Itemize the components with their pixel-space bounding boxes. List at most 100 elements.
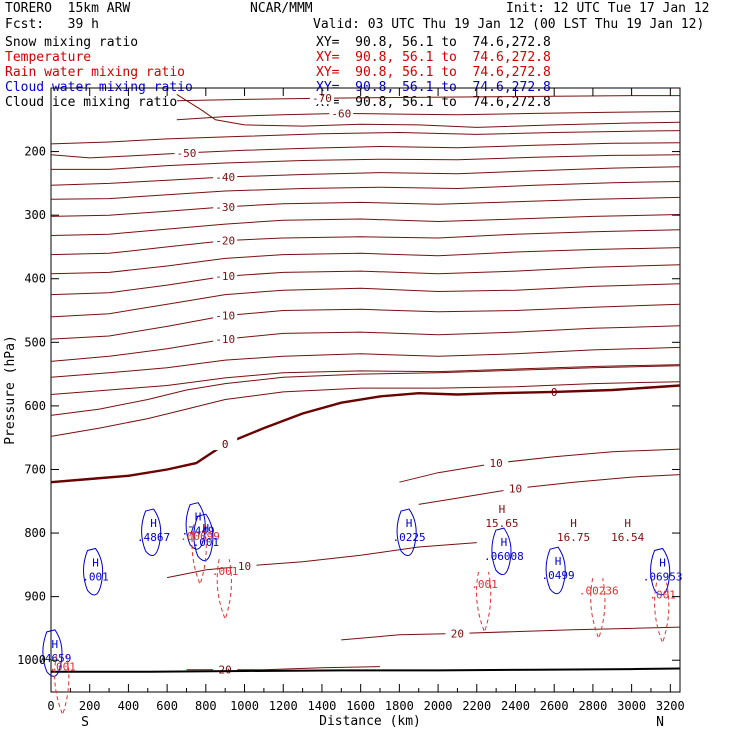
x-tick-label: 600 <box>156 699 178 713</box>
x-tick-label: 1800 <box>385 699 414 713</box>
temperature-max-label: 15.65 <box>485 517 518 530</box>
contour-label-bg <box>213 170 238 184</box>
contour-label-bg <box>213 233 238 247</box>
x-tick-label: 1400 <box>308 699 337 713</box>
x-tick-label: 800 <box>195 699 217 713</box>
rain-max-label: .001 <box>649 589 676 602</box>
contour-label: -20 <box>215 235 235 248</box>
temperature-contour <box>50 247 681 275</box>
y-tick-label: 500 <box>24 335 46 349</box>
rain-contour <box>191 524 207 586</box>
center-label: NCAR/MMM <box>250 1 313 16</box>
cloud-water-contour <box>193 513 214 562</box>
contour-label: -10 <box>215 310 235 323</box>
contour-label-bg <box>503 481 528 495</box>
field-snow-label: Snow mixing ratio <box>5 35 139 50</box>
temperature-contour <box>50 214 681 236</box>
rain-contour <box>54 654 70 717</box>
rain-max-label: .00699 <box>180 530 220 543</box>
contour-label-bg <box>484 456 509 470</box>
temperature-contour <box>399 448 681 483</box>
temperature-contour <box>50 303 681 340</box>
x-tick-label: 2800 <box>578 699 607 713</box>
temperature-contour <box>50 381 681 437</box>
init-label: Init: 12 UTC Tue 17 Jan 12 <box>506 1 710 16</box>
x-tick-label: 400 <box>118 699 140 713</box>
temperature-contour <box>50 364 681 395</box>
field-snow-xy: XY= 90.8, 56.1 to 74.6,272.8 <box>316 35 551 50</box>
contour-layer: -70-60-50-40-30-20-10-10-10101010202000H… <box>38 91 682 717</box>
model-label: TORERO 15km ARW <box>5 1 131 16</box>
y-tick-label: 1000 <box>17 653 46 667</box>
x-tick-label: 2000 <box>424 699 453 713</box>
x-tick-label: 200 <box>79 699 101 713</box>
cloud-water-high-marker: H <box>406 517 413 530</box>
y-tick-label: 200 <box>24 145 46 159</box>
cloud-water-high-marker: H <box>203 522 210 535</box>
temperature-contour <box>50 346 681 378</box>
x-tick-label: 2200 <box>462 699 491 713</box>
temperature-contour <box>176 95 680 102</box>
cloud-water-high-marker: H <box>150 517 157 530</box>
contour-label: 10 <box>490 457 503 470</box>
temperature-contour <box>50 365 681 416</box>
x-tick-label: 1600 <box>346 699 375 713</box>
cloud-water-high-marker: H <box>555 555 562 568</box>
cloud-water-max-label: .0499 <box>542 569 575 582</box>
temperature-max-label: 16.54 <box>611 531 644 544</box>
temperature-contour <box>50 142 681 159</box>
field-rain-label: Rain water mixing ratio <box>5 65 186 80</box>
cloud-water-high-marker: H <box>659 556 666 569</box>
temperature-high-marker: H <box>570 517 577 530</box>
contour-label-bg <box>232 559 257 573</box>
cloud-water-max-label: .4659 <box>38 652 71 665</box>
temperature-high-marker: H <box>499 503 506 516</box>
cloud-water-contour <box>491 527 512 576</box>
temperature-contour <box>341 626 681 641</box>
contour-label: -30 <box>215 201 235 214</box>
y-tick-label: 700 <box>24 462 46 476</box>
contour-label-bg <box>213 308 238 322</box>
contour-label-bg <box>174 145 199 159</box>
contour-label: -40 <box>215 171 235 184</box>
rain-max-label: .001 <box>471 578 498 591</box>
temperature-contour <box>176 111 681 121</box>
temperature-contour <box>186 666 381 671</box>
x-tick-label: 2600 <box>540 699 569 713</box>
contour-label: 20 <box>451 628 464 641</box>
contour-label: -50 <box>177 147 197 160</box>
temperature-contour <box>50 196 681 217</box>
contour-label: 0 <box>551 386 558 399</box>
rain-max-label: .001 <box>49 661 76 674</box>
y-tick-label: 400 <box>24 272 46 286</box>
south-end-label: S <box>81 715 89 730</box>
temperature-contour <box>50 181 681 200</box>
cloud-water-contour <box>83 547 104 596</box>
y-tick-label: 600 <box>24 399 46 413</box>
rain-contour <box>216 559 232 621</box>
contour-label: -10 <box>215 333 235 346</box>
contour-label-bg <box>213 269 238 283</box>
contour-label: 10 <box>238 560 251 573</box>
temperature-contour <box>50 283 681 318</box>
cloud-water-max-label: .7449 <box>182 525 215 538</box>
temperature-contour <box>167 542 477 579</box>
cloud-water-contour <box>650 547 671 596</box>
plot-frame <box>50 87 681 693</box>
surface-line <box>51 667 681 673</box>
cloud-water-max-label: .06008 <box>484 550 524 563</box>
contour-label: -10 <box>215 270 235 283</box>
field-cloud-ice-label: Cloud ice mixing ratio <box>5 95 178 110</box>
contour-label-bg <box>213 662 238 676</box>
x-tick-label: 3200 <box>656 699 685 713</box>
cloud-water-contour <box>42 629 63 677</box>
field-rain-xy: XY= 90.8, 56.1 to 74.6,272.8 <box>316 65 551 80</box>
x-tick-label: 3000 <box>617 699 646 713</box>
cloud-water-max-label: .001 <box>82 570 109 583</box>
x-tick-label: 0 <box>47 699 54 713</box>
zero-isotherm <box>50 384 681 484</box>
north-end-label: N <box>656 715 664 730</box>
contour-label: 10 <box>509 483 522 496</box>
temperature-contour <box>50 325 681 362</box>
